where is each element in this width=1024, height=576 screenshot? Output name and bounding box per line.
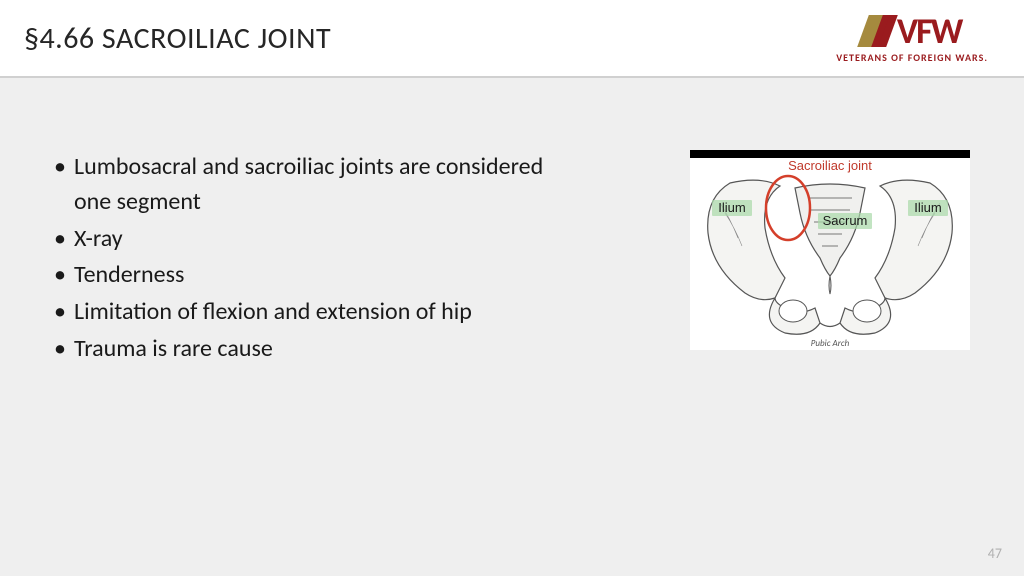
pelvis-diagram-icon: Sacroiliac joint Ilium Ilium Sacrum Pubi… [690,158,970,350]
bullet-item: Limitation of flexion and extension of h… [54,295,554,330]
sacroiliac-diagram: Sacroiliac joint Ilium Ilium Sacrum Pubi… [690,150,970,350]
slide-body: Lumbosacral and sacroiliac joints are co… [54,150,554,369]
bullet-item: Trauma is rare cause [54,332,554,367]
slide-title: §4.66 SACROILIAC JOINT [24,20,331,57]
figure-left-label: Ilium [718,200,745,215]
figure-top-label: Sacroiliac joint [788,158,872,173]
page-number: 47 [988,545,1002,562]
bullet-item: X-ray [54,222,554,257]
figure-right-label: Ilium [914,200,941,215]
figure-bottom-label: Pubic Arch [811,338,850,349]
bullet-item: Tenderness [54,258,554,293]
slide-header: §4.66 SACROILIAC JOINT VFW VETERANS OF F… [0,0,1024,78]
vfw-logo-text: VFW [897,13,961,49]
vfw-logo-row: VFW [863,13,961,49]
figure-center-label: Sacrum [823,213,868,228]
vfw-logo: VFW VETERANS OF FOREIGN WARS. [836,13,988,64]
bullet-item: Lumbosacral and sacroiliac joints are co… [54,150,554,220]
vfw-logo-slashes-icon [863,15,891,47]
vfw-logo-subtext: VETERANS OF FOREIGN WARS. [836,51,988,64]
bullet-list: Lumbosacral and sacroiliac joints are co… [54,150,554,367]
slide: §4.66 SACROILIAC JOINT VFW VETERANS OF F… [0,0,1024,576]
